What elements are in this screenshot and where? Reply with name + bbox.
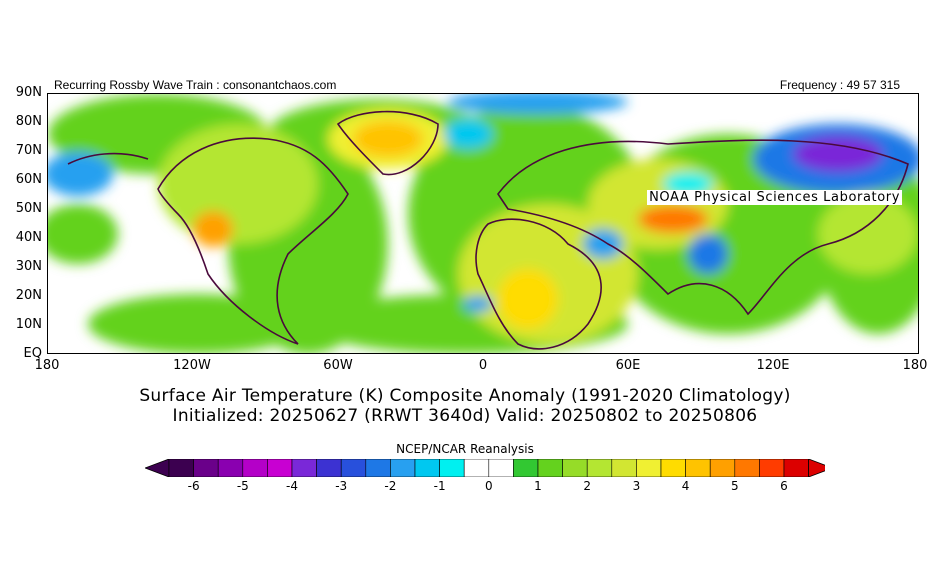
colorbar-cell	[463, 459, 490, 477]
colorbar-cell	[660, 459, 686, 477]
colorbar-tick-label: 0	[484, 479, 493, 493]
lon-label-0: 0	[478, 358, 488, 373]
colorbar-cell	[193, 459, 219, 477]
colorbar-title: NCEP/NCAR Reanalysis	[396, 442, 534, 456]
colorbar-cell	[439, 459, 465, 477]
colorbar-cell	[414, 459, 440, 477]
colorbar-min-arrow	[145, 459, 170, 477]
colorbar-max-arrow	[808, 459, 825, 477]
lat-label-80n: 80N	[15, 114, 42, 129]
colorbar-cell	[636, 459, 662, 477]
colorbar-tick-label: -6	[187, 479, 200, 493]
colorbar-cell	[586, 459, 613, 477]
colorbar-cell	[267, 459, 293, 477]
lat-label-eq: EQ	[23, 346, 42, 361]
colorbar-cell	[291, 459, 317, 477]
colorbar-cell	[759, 459, 785, 477]
colorbar-cell	[242, 459, 268, 477]
anomaly-field	[48, 94, 918, 353]
colorbar-tick-label: 6	[780, 479, 788, 493]
colorbar-cell	[340, 459, 367, 477]
lon-label-120e: 120E	[756, 358, 790, 373]
colorbar-tick-label: 4	[681, 479, 690, 493]
lon-label-120w: 120W	[173, 358, 211, 373]
lat-label-90n: 90N	[15, 85, 42, 100]
lon-label-60e: 60E	[615, 358, 641, 373]
lat-label-70n: 70N	[15, 143, 42, 158]
header-source-label: Recurring Rossby Wave Train : consonantc…	[54, 78, 337, 92]
colorbar-cell	[513, 459, 539, 477]
colorbar-tick-label: 3	[632, 479, 641, 493]
header-frequency-label: Frequency : 49 57 315	[779, 78, 900, 92]
colorbar-cells	[145, 459, 825, 477]
credit-noaa-psl: NOAA Physical Sciences Laboratory	[647, 190, 902, 205]
colorbar-cell	[562, 459, 588, 477]
colorbar-tick-label: -2	[384, 479, 397, 493]
colorbar-cell	[685, 459, 711, 477]
colorbar-tick-label: -3	[335, 479, 348, 493]
lon-label-180w: 180	[34, 358, 60, 373]
colorbar	[145, 459, 825, 477]
colorbar-cell	[709, 459, 736, 477]
lat-label-10n: 10N	[15, 317, 42, 332]
colorbar-tick-label: 1	[534, 479, 542, 493]
lat-label-40n: 40N	[15, 230, 42, 245]
colorbar-cell	[488, 459, 514, 477]
lat-label-50n: 50N	[15, 201, 42, 216]
colorbar-cell	[168, 459, 194, 477]
lat-label-60n: 60N	[15, 172, 42, 187]
colorbar-cell	[390, 459, 416, 477]
colorbar-cell	[217, 459, 244, 477]
colorbar-cell	[365, 459, 391, 477]
lat-label-20n: 20N	[15, 288, 42, 303]
colorbar-tick-label: -1	[433, 479, 446, 493]
colorbar-tick-label: 5	[730, 479, 739, 493]
lon-label-60w: 60W	[323, 358, 353, 373]
plot-subtitle: Initialized: 20250627 (RRWT 3640d) Valid…	[172, 406, 758, 426]
colorbar-cell	[316, 459, 342, 477]
lon-label-180e: 180	[902, 358, 928, 373]
colorbar-cell	[611, 459, 637, 477]
anomaly-map: NOAA Physical Sciences Laboratory	[47, 93, 919, 354]
lat-label-30n: 30N	[15, 259, 42, 274]
colorbar-cell	[537, 459, 563, 477]
colorbar-tick-label: -4	[286, 479, 298, 493]
plot-title: Surface Air Temperature (K) Composite An…	[139, 386, 791, 406]
anomaly-map-svg	[48, 94, 918, 353]
colorbar-tick-label: -5	[236, 479, 249, 493]
coastlines	[67, 110, 909, 350]
colorbar-tick-label: 2	[583, 479, 592, 493]
colorbar-cell	[783, 459, 809, 477]
colorbar-cell	[734, 459, 760, 477]
